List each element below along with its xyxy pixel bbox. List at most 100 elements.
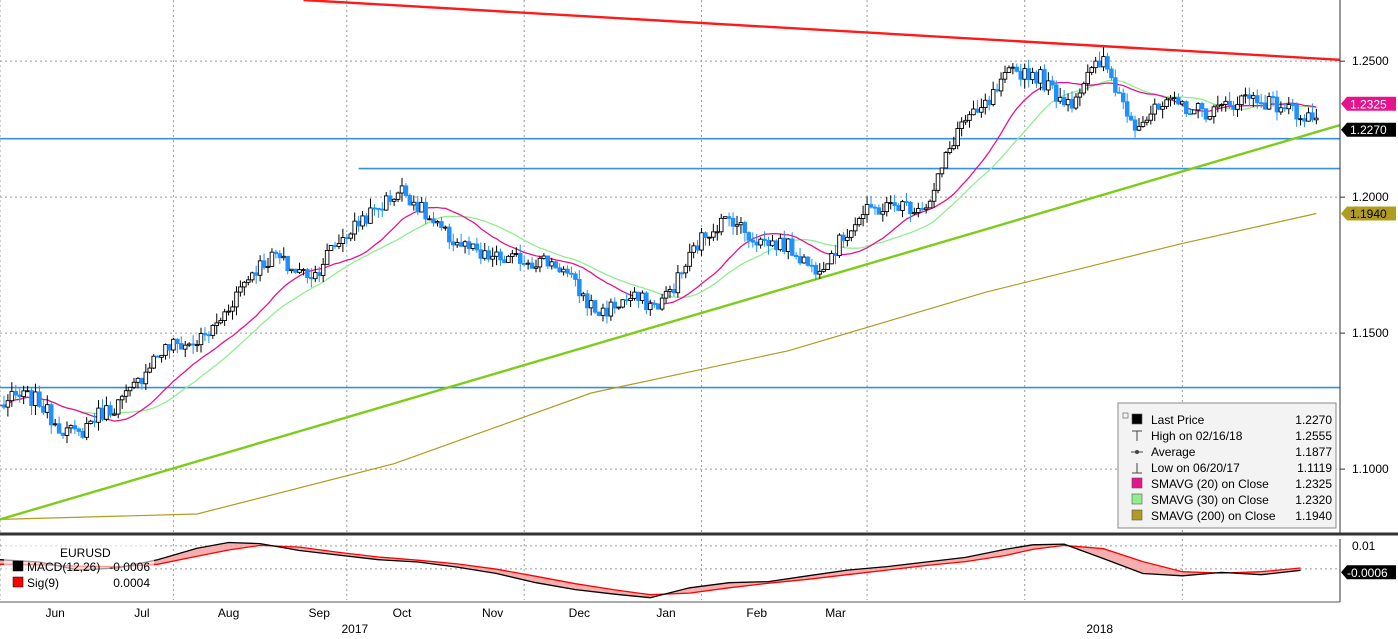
candle-up bbox=[257, 260, 263, 276]
candle-down bbox=[13, 390, 19, 396]
trendlines bbox=[0, 0, 1341, 521]
candle-up bbox=[340, 237, 346, 244]
candle-up bbox=[707, 236, 712, 239]
candle-down bbox=[175, 338, 180, 344]
sma-200-line bbox=[0, 212, 1317, 520]
candle-up bbox=[939, 167, 945, 175]
legend: Last Price 1.2270 High on 02/16/18 1.2555 Av… bbox=[1117, 402, 1337, 529]
candle-down bbox=[1227, 100, 1232, 106]
candle-up bbox=[998, 78, 1004, 92]
candle-up bbox=[115, 399, 121, 415]
candle-up bbox=[1306, 112, 1311, 122]
candle-up bbox=[391, 198, 397, 202]
candle-down bbox=[904, 201, 909, 204]
candle-down bbox=[1199, 103, 1205, 110]
candle-down bbox=[1120, 92, 1126, 103]
candle-up bbox=[104, 405, 109, 420]
candle-down bbox=[60, 432, 66, 436]
candle-down bbox=[48, 404, 54, 426]
candle-down bbox=[190, 343, 196, 346]
candle-down bbox=[797, 256, 803, 264]
candle-up bbox=[687, 251, 692, 267]
candle-up bbox=[1164, 99, 1169, 107]
sma-30-line bbox=[0, 79, 1317, 415]
candle-down bbox=[332, 245, 338, 247]
candle-up bbox=[1160, 106, 1165, 110]
candle-up bbox=[1239, 95, 1244, 106]
candle-down bbox=[517, 253, 523, 264]
candle-up bbox=[533, 266, 539, 269]
candle-up bbox=[1081, 83, 1087, 94]
candle-up bbox=[608, 301, 614, 317]
candle-down bbox=[679, 272, 685, 275]
candle-up bbox=[25, 390, 30, 393]
candle-up bbox=[632, 291, 637, 299]
candle-down bbox=[726, 216, 732, 219]
candle-up bbox=[588, 300, 594, 309]
legend-value: 1.1940 bbox=[1295, 509, 1332, 523]
legend-swatch bbox=[1131, 477, 1143, 489]
candle-up bbox=[1089, 67, 1094, 73]
macd-tick-label: 0.01 bbox=[1352, 539, 1376, 553]
candle-down bbox=[1254, 95, 1260, 104]
candle-down bbox=[565, 268, 570, 274]
candle-down bbox=[1247, 94, 1252, 99]
candle-up bbox=[399, 185, 405, 194]
candle-down bbox=[1302, 118, 1307, 122]
candle-down bbox=[975, 108, 980, 113]
candle-down bbox=[1262, 102, 1268, 110]
candle-up bbox=[1046, 80, 1051, 91]
macd-legend-swatch bbox=[12, 560, 24, 572]
candle-down bbox=[423, 202, 428, 220]
candle-up bbox=[1077, 92, 1083, 98]
candle-up bbox=[648, 302, 653, 311]
candle-up bbox=[147, 367, 153, 373]
candle-down bbox=[305, 269, 310, 278]
candle-down bbox=[577, 278, 582, 297]
candle-down bbox=[1, 404, 7, 408]
candle-down bbox=[403, 185, 409, 196]
candle-up bbox=[770, 240, 775, 247]
candle-down bbox=[344, 237, 350, 239]
candle-up bbox=[1148, 113, 1154, 121]
price-tag: 1.2325 bbox=[1341, 96, 1396, 111]
candle-up bbox=[143, 371, 149, 385]
candle-up bbox=[1057, 96, 1063, 102]
candle-up bbox=[328, 245, 334, 251]
candle-down bbox=[868, 204, 874, 208]
candle-up bbox=[1136, 125, 1142, 131]
candle-up bbox=[525, 262, 531, 265]
candle-down bbox=[573, 273, 578, 280]
candle-up bbox=[923, 207, 929, 210]
candle-up bbox=[675, 272, 681, 294]
candle-down bbox=[155, 355, 160, 358]
candle-up bbox=[131, 381, 137, 388]
candle-down bbox=[474, 243, 480, 251]
candle-up bbox=[663, 290, 669, 299]
candle-up bbox=[336, 243, 342, 247]
candle-up bbox=[218, 320, 223, 324]
candle-up bbox=[320, 263, 326, 276]
candle-down bbox=[1050, 80, 1055, 86]
candle-down bbox=[179, 343, 184, 350]
candle-down bbox=[447, 226, 452, 243]
candle-up bbox=[983, 99, 988, 109]
candle-up bbox=[383, 195, 389, 211]
candle-up bbox=[289, 268, 294, 272]
candle-down bbox=[139, 377, 145, 385]
candle-up bbox=[494, 251, 499, 257]
candle-up bbox=[462, 241, 468, 247]
candle-up bbox=[738, 222, 744, 226]
candle-up bbox=[1022, 68, 1027, 80]
candle-down bbox=[636, 291, 641, 302]
price-tag-label: 1.2325 bbox=[1350, 97, 1387, 111]
candle-up bbox=[297, 269, 302, 273]
candle-down bbox=[1124, 101, 1130, 117]
candle-down bbox=[1109, 68, 1114, 79]
candle-up bbox=[182, 344, 188, 350]
horizontal-levels bbox=[0, 137, 1340, 389]
macd-legend-label: Sig(9) bbox=[27, 576, 59, 590]
candle-down bbox=[1176, 97, 1181, 105]
candle-up bbox=[301, 269, 306, 272]
legend-value: 1.2325 bbox=[1295, 477, 1332, 491]
